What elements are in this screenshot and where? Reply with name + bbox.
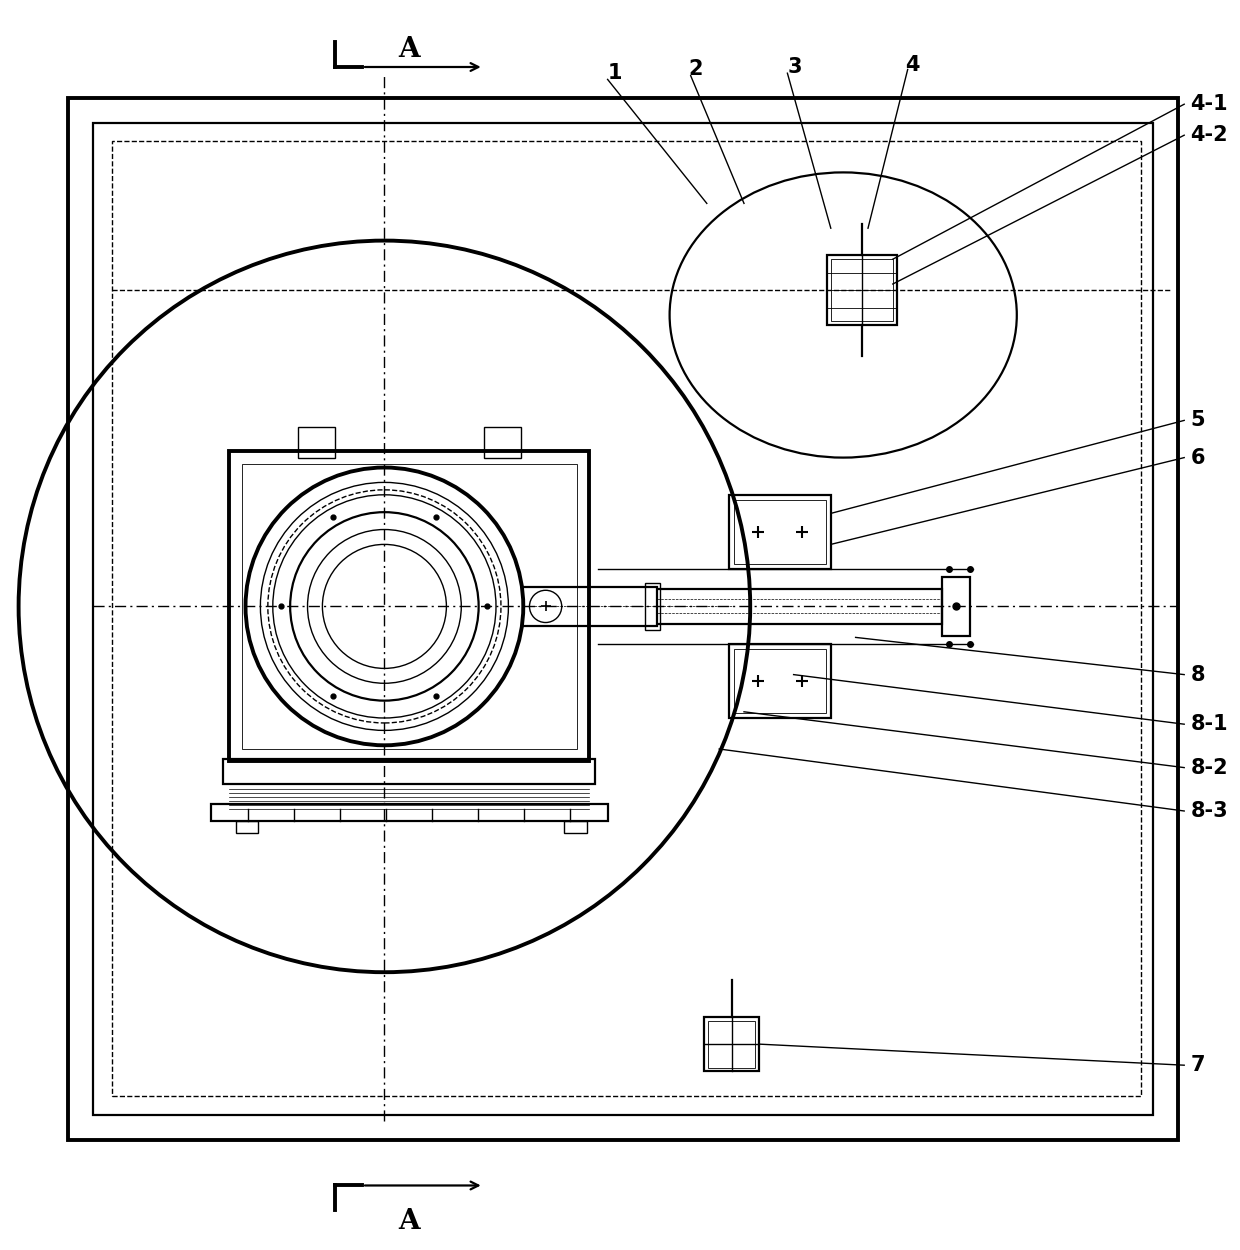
Bar: [298, 426, 335, 458]
Text: A: A: [398, 1208, 420, 1235]
Text: 4: 4: [905, 55, 920, 75]
Bar: [831, 259, 893, 321]
Text: 8-3: 8-3: [1190, 801, 1228, 821]
Bar: [734, 500, 826, 564]
Bar: [942, 576, 970, 636]
Bar: [657, 589, 942, 624]
Text: 1: 1: [608, 64, 622, 84]
Bar: [229, 451, 589, 761]
Text: 7: 7: [1190, 1055, 1205, 1075]
Text: 6: 6: [1190, 448, 1205, 468]
Bar: [223, 759, 595, 784]
Bar: [236, 821, 258, 834]
Text: 3: 3: [787, 58, 802, 78]
Text: 4-2: 4-2: [1190, 125, 1228, 145]
Text: 4-1: 4-1: [1190, 94, 1228, 114]
Text: 2: 2: [688, 60, 703, 80]
Text: 5: 5: [1190, 410, 1205, 430]
Bar: [645, 582, 660, 630]
Bar: [211, 804, 608, 821]
Bar: [704, 1016, 759, 1071]
Text: 8-1: 8-1: [1190, 714, 1228, 734]
Text: 8-2: 8-2: [1190, 758, 1228, 778]
Bar: [93, 122, 1153, 1115]
Bar: [112, 141, 1141, 1096]
Bar: [729, 644, 831, 717]
Bar: [734, 649, 826, 712]
Bar: [827, 255, 897, 325]
Text: A: A: [398, 36, 420, 64]
Text: 8: 8: [1190, 665, 1205, 685]
Bar: [564, 821, 587, 834]
Bar: [242, 464, 577, 749]
Bar: [708, 1020, 755, 1068]
Bar: [484, 426, 521, 458]
Bar: [68, 98, 1178, 1140]
Bar: [729, 495, 831, 569]
